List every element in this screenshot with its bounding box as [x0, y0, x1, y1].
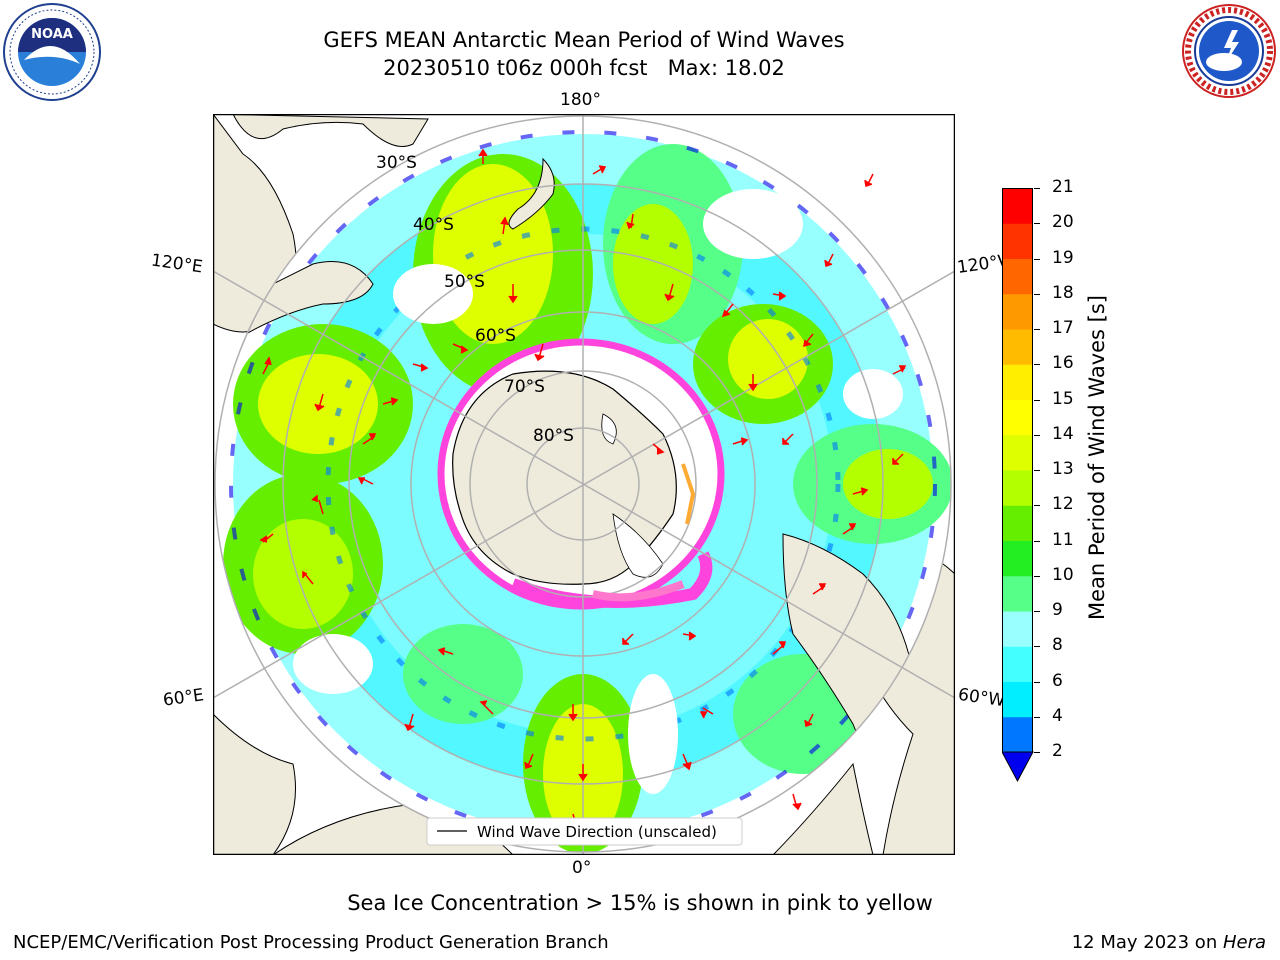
meridian-label-0: 0° — [572, 858, 592, 878]
colorbar-tick-mark — [1034, 258, 1040, 260]
title-line-1: GEFS MEAN Antarctic Mean Period of Wind … — [323, 28, 845, 52]
colorbar-svg — [1001, 188, 1034, 783]
footer-branch: NCEP/EMC/Verification Post Processing Pr… — [13, 932, 609, 953]
colorbar-tick-mark — [1034, 611, 1040, 612]
lat-label-60s: 60°S — [475, 326, 516, 346]
colorbar-tick-mark — [1034, 646, 1040, 648]
colorbar-tick-label: 2 — [1052, 741, 1063, 761]
colorbar-cell — [1002, 188, 1033, 224]
colorbar-tick-mark — [1034, 505, 1040, 507]
colorbar-tick-mark — [1034, 223, 1040, 225]
colorbar-tick-mark — [1034, 681, 1040, 683]
footer-date: 12 May 2023 on Hera — [1072, 932, 1266, 953]
colorbar-cell — [1002, 364, 1033, 400]
colorbar-cell — [1002, 681, 1033, 718]
lat-label-70s: 70°S — [504, 377, 545, 397]
colorbar-tick-label: 21 — [1052, 177, 1074, 197]
colorbar-tick-label: 17 — [1052, 318, 1074, 338]
colorbar-frame — [1002, 188, 1033, 753]
colorbar-tick-mark — [1034, 293, 1040, 295]
colorbar-tick-label: 6 — [1052, 670, 1063, 691]
wind-wave-arrows — [259, 148, 907, 830]
colorbar-cell — [1002, 329, 1033, 365]
title-line-2: 20230510 t06z 000h fcst Max: 18.02 — [383, 56, 785, 80]
colorbar-extend-triangle — [1001, 751, 1034, 783]
lat-label-80s: 80°S — [533, 426, 574, 446]
colorbar-tick-label: 10 — [1052, 564, 1074, 585]
colorbar-cell — [1002, 540, 1033, 577]
colorbar-tick-label: 20 — [1052, 212, 1074, 233]
colorbar-tick-label: 8 — [1052, 635, 1063, 656]
sea-ice-note: Sea Ice Concentration > 15% is shown in … — [347, 891, 933, 915]
meridian-label-60e: 60°E — [161, 685, 206, 711]
colorbar-tick-mark — [1034, 470, 1040, 471]
map-panel: 30°S 40°S 50°S 60°S 70°S 80°S Wind Wave … — [212, 113, 956, 856]
colorbar-tick-label: 18 — [1052, 282, 1074, 303]
colorbar-tick-mark — [1034, 540, 1040, 542]
noaa-logo-text: NOAA — [31, 27, 73, 42]
meridian-label-60w: 60°W — [956, 684, 1007, 712]
colorbar-tick-mark — [1034, 364, 1040, 366]
colorbar-tick-label: 11 — [1052, 529, 1074, 550]
lat-label-40s: 40°S — [413, 215, 454, 235]
colorbar-tick-mark — [1034, 329, 1040, 330]
polar-map: 30°S 40°S 50°S 60°S 70°S 80°S Wind Wave … — [212, 113, 956, 856]
meridian-label-180: 180° — [560, 90, 601, 110]
colorbar-tick-mark — [1034, 188, 1040, 189]
lat-label-30s: 30°S — [376, 153, 417, 173]
colorbar-cell — [1002, 611, 1033, 647]
colorbar-tick-label: 4 — [1052, 705, 1063, 726]
colorbar-tick-mark — [1034, 434, 1040, 436]
colorbar-label: Mean Period of Wind Waves [s] — [1085, 295, 1109, 620]
meridian-label-120e: 120°E — [149, 250, 204, 278]
footer-date-text: 12 May 2023 on — [1071, 932, 1223, 953]
colorbar-tick-label: 14 — [1052, 423, 1074, 444]
colorbar-cell — [1002, 470, 1033, 506]
colorbar-tick-mark — [1034, 575, 1040, 577]
colorbar-cell — [1002, 434, 1033, 471]
colorbar-tick-mark — [1034, 399, 1040, 401]
colorbar-tick-label: 13 — [1052, 459, 1074, 479]
colorbar-cell — [1002, 575, 1033, 612]
colorbar-tick-label: 15 — [1052, 388, 1074, 409]
lat-label-50s: 50°S — [444, 272, 485, 292]
noaa-logo: NOAA — [2, 2, 102, 102]
legend-label: Wind Wave Direction (unscaled) — [477, 823, 717, 841]
footer-host: Hera — [1222, 932, 1266, 953]
colorbar — [1001, 188, 1042, 788]
colorbar-cell — [1002, 258, 1033, 295]
sea-ice-highlight — [592, 463, 696, 602]
colorbar-tick-mark — [1034, 716, 1040, 718]
colorbar-tick-label: 12 — [1052, 494, 1074, 515]
graticule — [213, 114, 955, 855]
map-frame — [212, 113, 956, 856]
colorbar-cell — [1002, 293, 1033, 330]
colorbar-ticks: 2 4 6 8 9 10 11 12 13 14 15 16 17 18 19 20 21 — [1034, 177, 1094, 788]
colorbar-cell — [1002, 716, 1033, 753]
colorbar-tick-label: 19 — [1052, 247, 1074, 268]
colorbar-cell — [1002, 646, 1033, 682]
colorbar-tick-label: 16 — [1052, 353, 1074, 374]
colorbar-cell — [1002, 223, 1033, 259]
colorbar-tick-label: 9 — [1052, 600, 1063, 620]
map-legend: Wind Wave Direction (unscaled) — [426, 817, 743, 846]
colorbar-cell — [1002, 399, 1033, 436]
colorbar-cell — [1002, 505, 1033, 541]
nws-logo — [1180, 2, 1278, 100]
colorbar-tick-mark — [1034, 752, 1040, 753]
